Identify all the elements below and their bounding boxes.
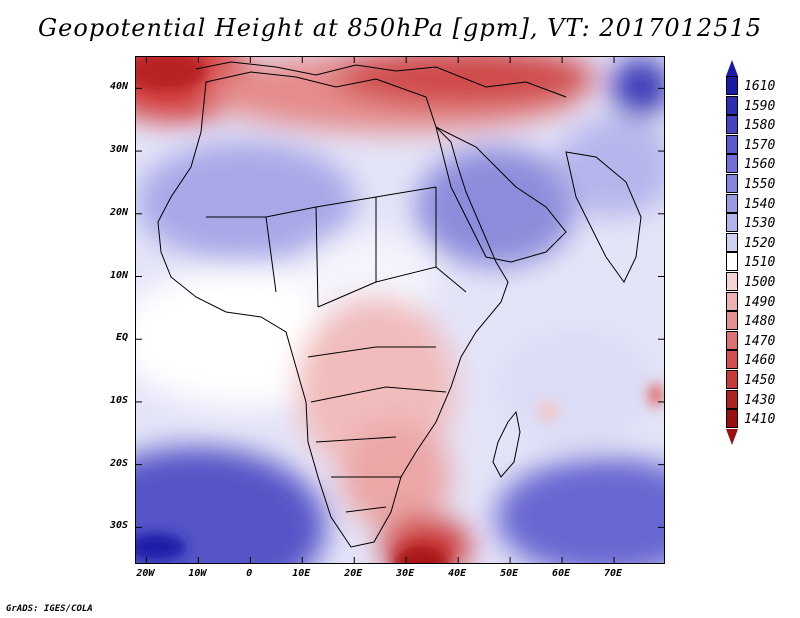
latitude-label: 20S bbox=[109, 457, 128, 469]
colorbar-swatch bbox=[726, 115, 738, 135]
longitude-label: 0 bbox=[246, 568, 253, 579]
latitude-label: 30S bbox=[109, 520, 128, 532]
colorbar-swatch bbox=[726, 311, 738, 331]
colorbar-label: 1410 bbox=[744, 412, 776, 428]
colorbar-label: 1570 bbox=[744, 137, 776, 153]
latitude-label: EQ bbox=[115, 332, 128, 344]
colorbar-swatch bbox=[726, 291, 738, 311]
credit-text: GrADS: IGES/COLA bbox=[6, 604, 93, 614]
colorbar-label: 1500 bbox=[744, 275, 776, 290]
longitude-label: 10E bbox=[292, 568, 311, 579]
axis-ticks bbox=[136, 57, 664, 563]
height-field-details bbox=[136, 57, 664, 563]
latitude-label: 20N bbox=[109, 206, 128, 218]
colorbar-swatch bbox=[726, 193, 738, 213]
colorbar-swatch bbox=[726, 134, 738, 154]
colorbar-arrow-top bbox=[726, 60, 738, 76]
colorbar-swatch bbox=[726, 389, 738, 409]
chart-title: Geopotential Height at 850hPa [gpm], VT:… bbox=[38, 14, 762, 42]
longitude-label: 20W bbox=[136, 568, 155, 579]
colorbar-swatch bbox=[726, 252, 738, 272]
colorbar-swatch bbox=[726, 409, 738, 429]
colorbar-label: 1490 bbox=[744, 294, 776, 310]
colorbar-label: 1430 bbox=[744, 392, 776, 408]
colorbar-label: 1540 bbox=[744, 196, 776, 212]
colorbar-swatch bbox=[726, 76, 738, 95]
colorbar-label: 1560 bbox=[744, 157, 776, 173]
colorbar-swatch bbox=[726, 272, 738, 291]
longitude-label: 70E bbox=[604, 568, 623, 579]
longitude-label: 60E bbox=[552, 568, 571, 579]
colorbar-swatch bbox=[726, 154, 738, 174]
colorbar-swatch bbox=[726, 350, 738, 370]
longitude-label: 20E bbox=[344, 568, 363, 579]
colorbar-arrow-bottom bbox=[726, 428, 738, 445]
map-panel bbox=[135, 56, 665, 564]
longitude-label: 50E bbox=[500, 568, 519, 579]
colorbar-label: 1590 bbox=[744, 98, 776, 114]
coastlines bbox=[157, 61, 642, 548]
colorbar-label: 1470 bbox=[744, 333, 776, 349]
colorbar-swatch bbox=[726, 213, 738, 233]
colorbar-label: 1610 bbox=[744, 79, 776, 94]
colorbar-swatch bbox=[726, 370, 738, 389]
colorbar-label: 1510 bbox=[744, 255, 776, 271]
colorbar-label: 1550 bbox=[744, 177, 776, 192]
colorbar-label: 1580 bbox=[744, 118, 776, 134]
longitude-label: 30E bbox=[396, 568, 415, 579]
colorbar-label: 1480 bbox=[744, 314, 776, 330]
map-field bbox=[136, 57, 664, 563]
longitude-label: 10W bbox=[188, 568, 207, 579]
colorbar-swatch bbox=[726, 330, 738, 350]
latitude-label: 30N bbox=[109, 144, 128, 156]
latitude-label: 10N bbox=[109, 269, 128, 281]
latitude-label: 40N bbox=[109, 81, 128, 93]
colorbar-label: 1460 bbox=[744, 353, 776, 369]
colorbar-swatch bbox=[726, 232, 738, 252]
height-field bbox=[136, 57, 664, 563]
colorbar-swatch bbox=[726, 174, 738, 193]
colorbar-label: 1520 bbox=[744, 235, 776, 251]
colorbar-label: 1530 bbox=[744, 216, 776, 232]
latitude-label: 10S bbox=[109, 394, 128, 406]
colorbar-label: 1450 bbox=[744, 373, 776, 388]
longitude-label: 40E bbox=[448, 568, 467, 579]
colorbar-swatch bbox=[726, 95, 738, 115]
